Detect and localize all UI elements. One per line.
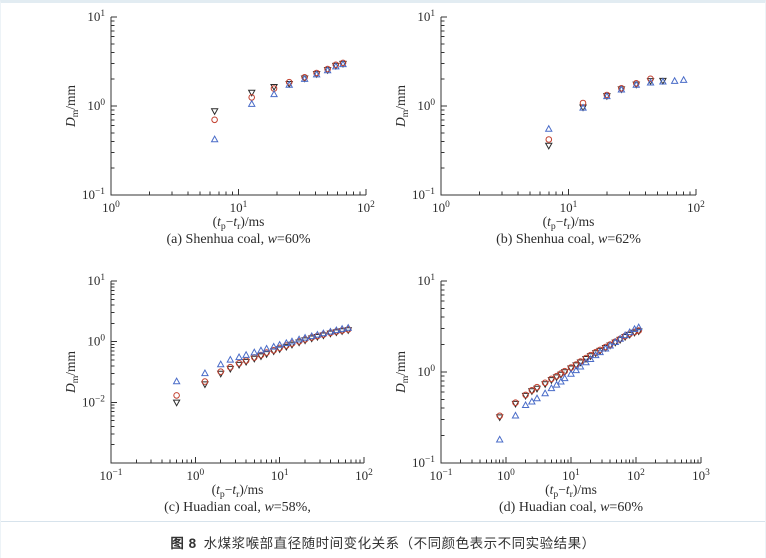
axes	[110, 17, 366, 196]
y-tick-label: 101	[87, 9, 105, 24]
tick-marks	[110, 280, 365, 464]
x-axis-label: (tp−tr)/ms	[545, 482, 597, 500]
subplot-caption: (a) Shenhua coal, w=60%	[167, 232, 311, 247]
x-tick-label: 102	[357, 200, 375, 215]
y-axis-label: Dm/mm	[393, 350, 411, 394]
x-tick-label: 102	[687, 200, 705, 215]
figure-caption-number: 图 8	[170, 536, 197, 551]
x-axis-label: (tp−tr)/ms	[543, 214, 595, 232]
y-tick-label: 101	[417, 9, 435, 24]
x-tick-label: 102	[627, 468, 645, 483]
figure-caption: 图 8 水煤浆喉部直径随时间变化关系（不同颜色表示不同实验结果）	[1, 522, 765, 552]
x-tick-label: 100	[497, 468, 515, 483]
y-axis-label: Dm/mm	[63, 350, 81, 394]
x-tick-label: 101	[562, 468, 580, 483]
caption-separator-line	[1, 521, 765, 522]
y-tick-label: 10−1	[412, 187, 435, 202]
subplot-caption: (c) Huadian coal, w=58%,	[164, 500, 311, 515]
data-series-black-down-triangle-run	[172, 327, 353, 407]
y-tick-label: 10−1	[412, 455, 435, 470]
data-series-blue-up-triangle-run	[544, 75, 688, 132]
figure-caption-text: 水煤浆喉部直径随时间变化关系（不同颜色表示不同实验结果）	[203, 536, 596, 551]
y-axis-label: Dm/mm	[63, 84, 81, 128]
x-tick-label: 10−1	[100, 468, 123, 483]
subplot-caption: (b) Shenhua coal, w=62%	[496, 232, 641, 247]
y-tick-label: 101	[417, 273, 435, 288]
data-series-blue-up-triangle-run	[210, 60, 347, 143]
tick-marks	[110, 16, 367, 196]
data-series-blue-up-triangle-run	[172, 323, 353, 385]
axes	[110, 281, 364, 464]
x-tick-label: 100	[102, 200, 120, 215]
tick-marks	[440, 280, 702, 464]
figure-grid: 100 101 102 10−1 100 101 (tp−tr)/ms Dm/mm (a) Sh…	[1, 3, 765, 521]
y-tick-label: 10−1	[82, 187, 105, 202]
data-series-red-circle-run	[173, 326, 352, 399]
y-tick-label: 100	[87, 334, 105, 349]
axes	[440, 17, 696, 196]
y-tick-label: 100	[417, 98, 435, 113]
x-tick-label: 100	[186, 468, 204, 483]
x-tick-label: 101	[560, 200, 578, 215]
y-tick-label: 100	[87, 98, 105, 113]
x-tick-label: 101	[230, 200, 248, 215]
x-tick-label: 101	[271, 468, 289, 483]
y-axis-label: Dm/mm	[393, 84, 411, 128]
subplot-caption: (d) Huadian coal, w=60%	[499, 500, 643, 515]
tick-marks	[440, 16, 697, 196]
y-tick-label: 100	[417, 364, 435, 379]
x-axis-label: (tp−tr)/ms	[212, 482, 264, 500]
x-tick-label: 102	[355, 468, 373, 483]
y-tick-label: 10−2	[82, 394, 105, 409]
x-axis-label: (tp−tr)/ms	[213, 214, 265, 232]
subplot-c-chart: 10−1 100 101 102 101 100 10−2 (tp−tr)/ms Dm/mm (c…	[63, 273, 373, 515]
data-series-black-down-triangle-run	[544, 77, 667, 150]
data-series-blue-up-triangle-run	[495, 323, 643, 443]
x-tick-label: 100	[432, 200, 450, 215]
x-tick-label: 10−1	[430, 468, 453, 483]
x-tick-label: 103	[692, 468, 710, 483]
data-series-red-circle-run	[496, 327, 642, 420]
subplot-d-chart: 10−1 100 101 102 10310−1100101(tp−tr)/msDm/m…	[393, 273, 710, 515]
data-series-red-circle-run	[545, 75, 654, 143]
y-tick-label: 101	[87, 273, 105, 288]
